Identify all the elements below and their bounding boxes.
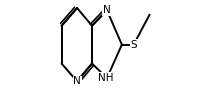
Text: NH: NH [98, 73, 114, 83]
Text: N: N [73, 76, 81, 86]
Text: N: N [103, 5, 111, 15]
Text: S: S [130, 40, 137, 50]
